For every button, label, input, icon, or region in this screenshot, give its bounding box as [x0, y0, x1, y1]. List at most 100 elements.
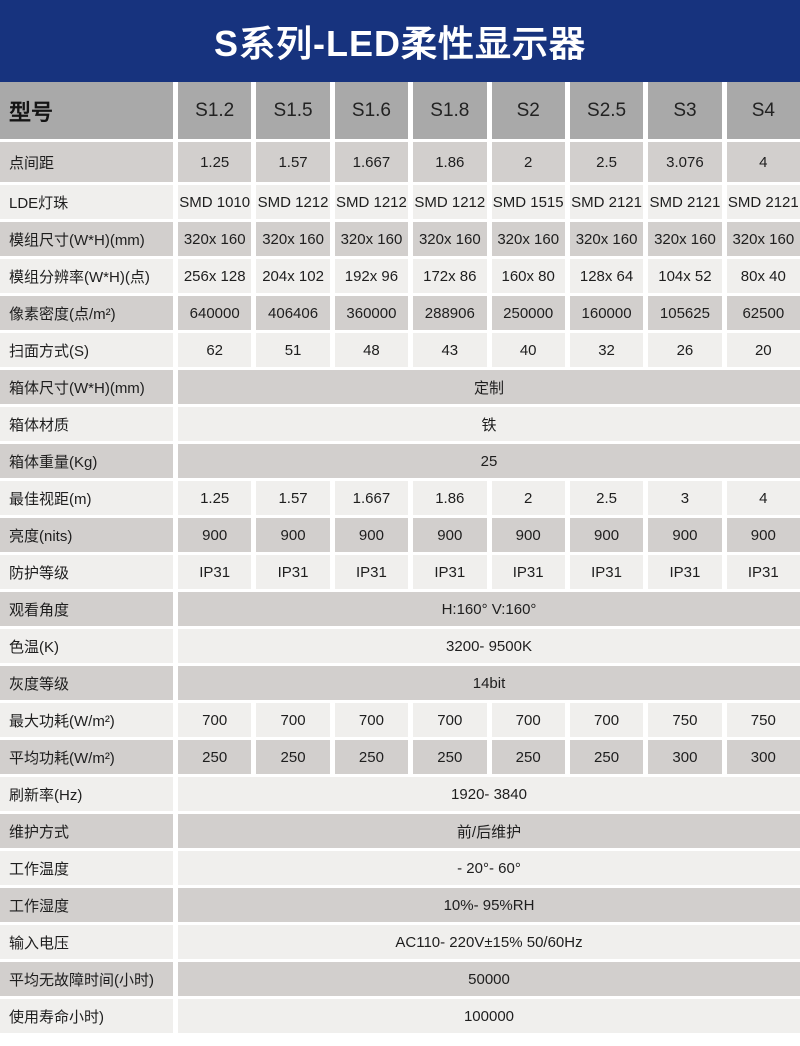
spec-value: 4	[726, 481, 800, 515]
title-bar: S系列-LED柔性显示器	[0, 0, 800, 82]
spec-value-spanning: 10%- 95%RH	[178, 888, 800, 922]
spec-value: 172x 86	[413, 259, 487, 293]
column-header: S1.2	[178, 82, 252, 139]
column-header: S2	[491, 82, 565, 139]
spec-value-spanning: H:160° V:160°	[178, 592, 800, 626]
table-row: 平均无故障时间(小时) 50000	[0, 962, 800, 996]
spec-value: 192x 96	[334, 259, 409, 293]
table-row: 刷新率(Hz) 1920- 3840	[0, 777, 800, 811]
spec-value: 43	[413, 333, 487, 367]
spec-value: 2.5	[569, 481, 644, 515]
row-label: 色温(K)	[0, 629, 173, 663]
row-label: 输入电压	[0, 925, 173, 959]
row-label: 观看角度	[0, 592, 173, 626]
table-row: 色温(K) 3200- 9500K	[0, 629, 800, 663]
spec-value: 20	[726, 333, 800, 367]
table-row: 模组分辨率(W*H)(点) 256x 128 204x 102 192x 96 172x…	[0, 259, 800, 293]
spec-value: 300	[648, 740, 722, 774]
spec-value: 1.25	[178, 142, 252, 182]
table-row: 平均功耗(W/m²) 250 250 250 250 250 250 300 300	[0, 740, 800, 774]
column-header: S4	[726, 82, 800, 139]
table-row: 箱体尺寸(W*H)(mm) 定制	[0, 370, 800, 404]
row-label: 扫面方式(S)	[0, 333, 173, 367]
spec-value: 900	[178, 518, 252, 552]
spec-value: 1.667	[334, 481, 409, 515]
spec-value: 250	[256, 740, 330, 774]
spec-value: 105625	[648, 296, 722, 330]
spec-value: 900	[256, 518, 330, 552]
row-label: 亮度(nits)	[0, 518, 173, 552]
spec-value: 406406	[256, 296, 330, 330]
table-row: 点间距 1.25 1.57 1.667 1.86 2 2.5 3.076 4	[0, 142, 800, 182]
spec-value: 48	[334, 333, 409, 367]
table-row: 使用寿命小时) 100000	[0, 999, 800, 1033]
row-label: 刷新率(Hz)	[0, 777, 173, 811]
spec-value: 62	[178, 333, 252, 367]
spec-value: 250000	[491, 296, 565, 330]
spec-value: 51	[256, 333, 330, 367]
spec-value: SMD 1212	[413, 185, 487, 219]
table-body: 点间距 1.25 1.57 1.667 1.86 2 2.5 3.076 4 LDE灯珠 SMD 1…	[0, 142, 800, 1033]
row-label: 防护等级	[0, 555, 173, 589]
column-header: S2.5	[569, 82, 644, 139]
row-label: 箱体尺寸(W*H)(mm)	[0, 370, 173, 404]
spec-value: 2	[491, 481, 565, 515]
spec-value: 900	[491, 518, 565, 552]
table-header-row: 型号 S1.2 S1.5 S1.6 S1.8 S2 S2.5 S3 S4	[0, 82, 800, 139]
spec-value: 40	[491, 333, 565, 367]
spec-value: 128x 64	[569, 259, 644, 293]
spec-value: 320x 160	[726, 222, 800, 256]
spec-value-spanning: 3200- 9500K	[178, 629, 800, 663]
header-model-label: 型号	[0, 82, 173, 139]
spec-value: IP31	[491, 555, 565, 589]
spec-value: 250	[413, 740, 487, 774]
spec-value: 104x 52	[648, 259, 722, 293]
spec-value-spanning: 定制	[178, 370, 800, 404]
spec-value: 26	[648, 333, 722, 367]
spec-value: 700	[491, 703, 565, 737]
spec-value: SMD 1515	[491, 185, 565, 219]
table-row: 输入电压 AC110- 220V±15% 50/60Hz	[0, 925, 800, 959]
spec-value: 900	[569, 518, 644, 552]
spec-value: 160000	[569, 296, 644, 330]
column-header: S1.6	[334, 82, 409, 139]
row-label: LDE灯珠	[0, 185, 173, 219]
spec-value: 320x 160	[178, 222, 252, 256]
spec-value-spanning: 100000	[178, 999, 800, 1033]
spec-value: SMD 1212	[256, 185, 330, 219]
spec-value: 62500	[726, 296, 800, 330]
spec-value: 2.5	[569, 142, 644, 182]
row-label: 模组分辨率(W*H)(点)	[0, 259, 173, 293]
spec-value: 250	[569, 740, 644, 774]
spec-value: 900	[413, 518, 487, 552]
row-label: 灰度等级	[0, 666, 173, 700]
spec-value: SMD 2121	[648, 185, 722, 219]
row-label: 箱体重量(Kg)	[0, 444, 173, 478]
spec-value: IP31	[569, 555, 644, 589]
spec-value: 250	[334, 740, 409, 774]
spec-value: SMD 2121	[569, 185, 644, 219]
spec-value: 1.667	[334, 142, 409, 182]
spec-value: 250	[178, 740, 252, 774]
table-row: 扫面方式(S) 62 51 48 43 40 32 26 20	[0, 333, 800, 367]
spec-value: 700	[334, 703, 409, 737]
spec-value: 2	[491, 142, 565, 182]
spec-value: IP31	[178, 555, 252, 589]
spec-value: 750	[648, 703, 722, 737]
table-row: 观看角度 H:160° V:160°	[0, 592, 800, 626]
spec-value: IP31	[256, 555, 330, 589]
row-label: 模组尺寸(W*H)(mm)	[0, 222, 173, 256]
spec-value: 1.86	[413, 481, 487, 515]
row-label: 最大功耗(W/m²)	[0, 703, 173, 737]
spec-value: 80x 40	[726, 259, 800, 293]
spec-value: 204x 102	[256, 259, 330, 293]
spec-value-spanning: 25	[178, 444, 800, 478]
spec-value-spanning: 1920- 3840	[178, 777, 800, 811]
spec-value: 320x 160	[334, 222, 409, 256]
table-row: 最大功耗(W/m²) 700 700 700 700 700 700 750 750	[0, 703, 800, 737]
spec-value: SMD 1212	[334, 185, 409, 219]
spec-value: 4	[726, 142, 800, 182]
spec-value-spanning: 前/后维护	[178, 814, 800, 848]
spec-value: 320x 160	[569, 222, 644, 256]
spec-value: 700	[256, 703, 330, 737]
